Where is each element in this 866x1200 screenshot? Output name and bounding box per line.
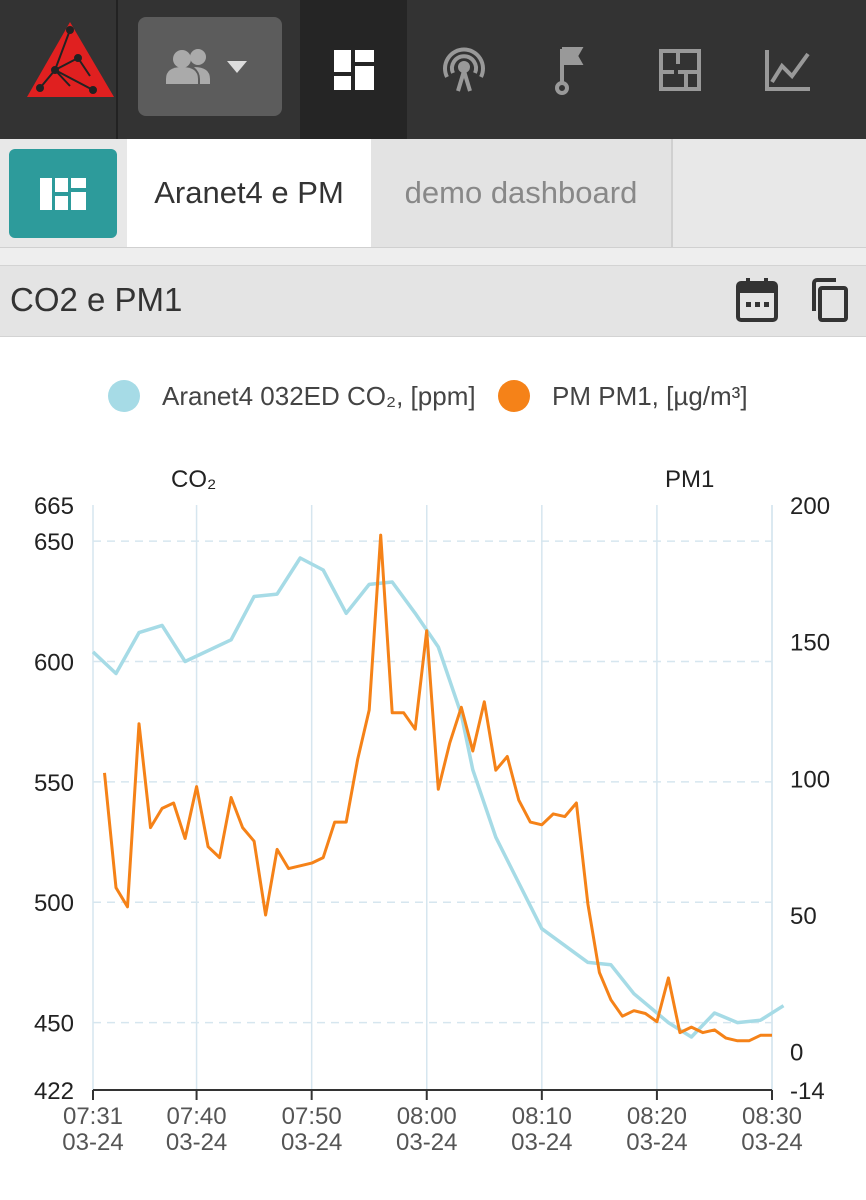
flag-icon bbox=[554, 46, 583, 95]
chart-icon bbox=[764, 49, 810, 91]
card-title: CO2 e PM1 bbox=[10, 281, 183, 318]
card-header bbox=[0, 265, 866, 337]
nav-alarms[interactable] bbox=[518, 0, 625, 139]
legend-item-pm1[interactable]: PM PM1, [µg/m³] bbox=[498, 378, 748, 414]
tab-label: demo dashboard bbox=[404, 175, 638, 210]
dashboard-grid-icon bbox=[40, 177, 86, 210]
legend-label: Aranet4 032ED CO₂, [ppm] bbox=[162, 380, 476, 411]
legend-marker bbox=[498, 380, 530, 412]
trianglemesh-logo-icon bbox=[27, 22, 114, 97]
antenna-icon bbox=[442, 47, 485, 92]
nav-devices[interactable] bbox=[410, 0, 517, 139]
legend-marker bbox=[108, 380, 140, 412]
nav-dashboards[interactable] bbox=[300, 0, 407, 139]
group-selector-button[interactable] bbox=[138, 17, 282, 116]
nav-charts[interactable] bbox=[734, 0, 841, 139]
group-icon bbox=[166, 49, 247, 84]
dashboard-menu-button[interactable] bbox=[9, 149, 117, 238]
caret-down-icon bbox=[227, 61, 247, 73]
calendar-icon[interactable] bbox=[736, 277, 778, 323]
dashboard-icon bbox=[333, 49, 374, 90]
legend-item-co2[interactable]: Aranet4 032ED CO₂, [ppm] bbox=[108, 378, 476, 414]
tab-demo-dashboard[interactable]: demo dashboard bbox=[371, 139, 673, 247]
y-axis-right-title: PM1 bbox=[665, 466, 715, 493]
y-axis-left-title: CO₂ bbox=[171, 466, 217, 493]
nav-floorplans[interactable] bbox=[626, 0, 733, 139]
tab-label: Aranet4 e PM bbox=[154, 175, 344, 210]
tab-aranet4-e-pm[interactable]: Aranet4 e PM bbox=[127, 139, 371, 247]
legend-label: PM PM1, [µg/m³] bbox=[552, 380, 748, 411]
app-logo[interactable] bbox=[0, 0, 118, 139]
copy-icon[interactable] bbox=[808, 277, 850, 323]
floorplan-icon bbox=[658, 48, 701, 91]
